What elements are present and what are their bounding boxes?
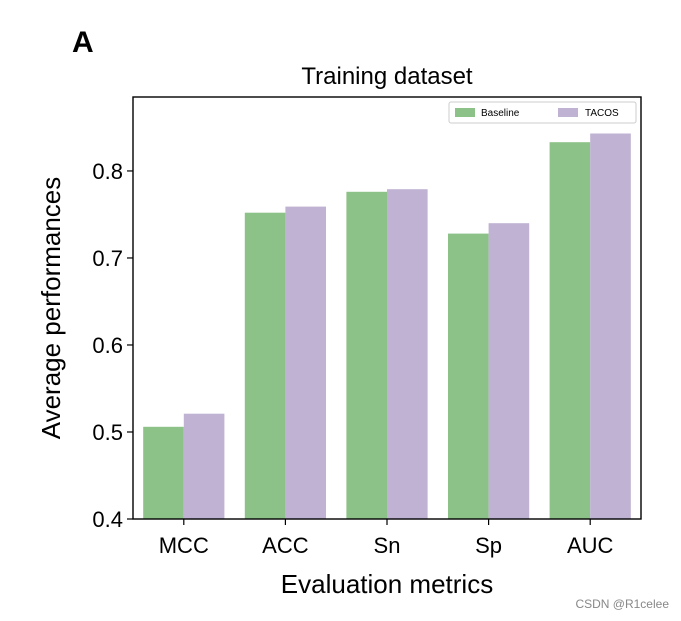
watermark: CSDN @R1celee [575,597,669,611]
x-ticks: MCC ACC Sn Sp AUC [159,519,614,558]
bar-tacos-sp [488,223,530,519]
legend-label-baseline: Baseline [481,108,520,119]
legend-swatch-baseline [455,108,475,117]
bar-tacos-auc [590,133,631,519]
x-tick-label-sn: Sn [374,533,401,558]
legend-label-tacos: TACOS [585,108,619,119]
legend: Baseline TACOS [448,101,637,124]
panel-label: A [72,26,94,59]
x-axis-label: Evaluation metrics [281,569,493,599]
bars-layer [143,133,631,520]
bar-tacos-mcc [183,413,225,519]
bar-tacos-acc [285,206,326,519]
bar-baseline-auc [549,142,591,519]
y-tick-label: 0.4 [92,507,123,532]
chart-title: Training dataset [301,63,473,90]
legend-frame [448,101,637,124]
bar-baseline-acc [244,212,286,519]
x-tick-label-acc: ACC [262,533,309,558]
bar-tacos-sn [387,189,428,519]
bar-baseline-sn [346,191,387,520]
legend-swatch-tacos [558,108,578,117]
y-tick-label: 0.5 [92,420,123,445]
bar-baseline-sp [448,233,489,519]
x-tick-label-mcc: MCC [159,533,209,558]
y-tick-label: 0.6 [92,333,123,358]
bar-baseline-mcc [143,426,184,519]
y-ticks: 0.4 0.5 0.6 0.7 0.8 [92,159,133,532]
y-axis-label: Average performances [36,177,66,440]
y-tick-label: 0.8 [92,159,123,184]
x-tick-label-sp: Sp [475,533,502,558]
y-tick-label: 0.7 [92,246,123,271]
x-tick-label-auc: AUC [567,533,614,558]
